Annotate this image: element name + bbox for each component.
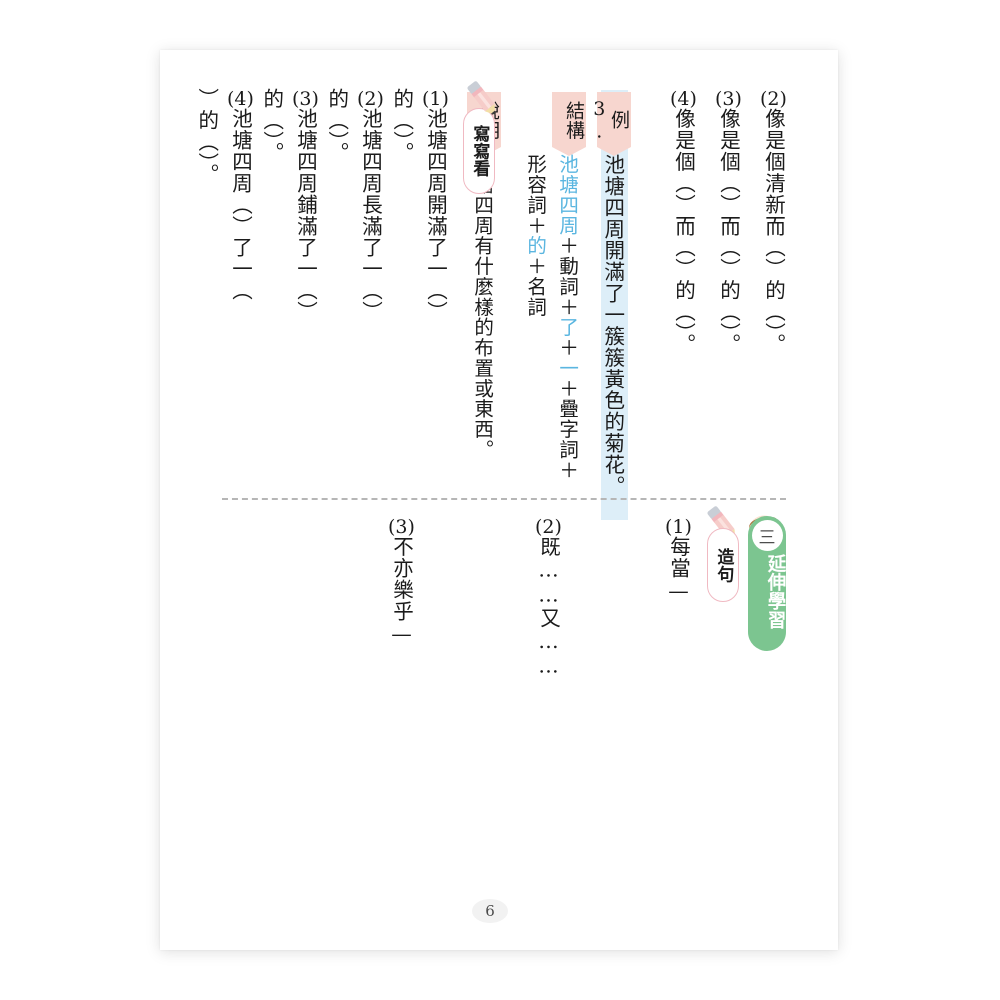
upper-exercise-2-text2: ）的（: [761, 258, 786, 323]
exercise-3-tail: ）。: [259, 130, 284, 164]
extension-item-2-text: 既……又……: [536, 536, 561, 679]
exercise-1-line1: 池塘四周開滿了一（: [423, 108, 448, 301]
exercise-1-tail: ）。: [389, 130, 414, 164]
exercise-2-cont: 的（）。: [324, 88, 349, 508]
extension-item-1-number: (1): [665, 516, 692, 538]
tag-example: 例3.: [588, 92, 631, 156]
section-divider: [222, 498, 786, 500]
upper-exercise-3: (3)像是個（）而（）的（）。: [715, 88, 742, 503]
structure2-part-0: 形容詞＋: [523, 154, 547, 236]
exercise-3-mid: ）: [293, 300, 318, 323]
extension-section-badge[interactable]: 三 延伸學習: [748, 516, 786, 651]
worksheet-page: (2)像是個清新而（）的（）。 (3)像是個（）而（）的（）。 (4)像是個（）…: [160, 50, 838, 950]
exercise-1: (1)池塘四周開滿了一（）: [422, 88, 449, 508]
make-sentence-badge[interactable]: 造句: [707, 528, 739, 602]
structure-part-5: ＋疊字詞＋: [555, 378, 579, 481]
extension-item-1-text: 每當—: [666, 536, 691, 604]
example-highlight: [601, 90, 628, 520]
example-sentence: 池塘四周開滿了一簇簇黃色的菊花。: [600, 154, 625, 497]
upper-exercise-3-text4: ）。: [716, 322, 741, 355]
exercise-4-mid: ）。: [194, 152, 219, 185]
exercise-1-mid: ）: [423, 300, 448, 323]
exercise-4-cont: ）的（）。: [194, 88, 219, 508]
extension-item-3: (3)不亦樂乎—: [388, 516, 415, 666]
exercise-1-number: (1): [422, 88, 449, 110]
upper-exercise-4-text: 像是個（: [671, 108, 696, 194]
upper-exercise-2-text3: ）。: [761, 322, 786, 355]
extension-item-1: (1)每當—: [665, 516, 692, 656]
exercise-4-line1: 池塘四周（: [228, 108, 253, 216]
section-number-circle: 三: [751, 520, 783, 551]
exercise-3-number: (3): [292, 88, 319, 110]
upper-exercise-4-number: (4): [670, 88, 697, 110]
structure-part-4: 一: [555, 357, 579, 379]
structure2-part-2: ＋名詞: [523, 255, 547, 318]
exercise-2-tail: ）。: [324, 130, 349, 164]
upper-exercise-3-text2: ）而（: [716, 193, 741, 259]
upper-exercise-4-text3: ）的（: [671, 258, 696, 323]
exercise-4: (4)池塘四周（）了一（: [227, 88, 254, 508]
exercise-2-line2: 的（: [324, 88, 349, 131]
extension-item-2-number: (2): [535, 516, 562, 538]
write-it-badge[interactable]: 寫寫看: [463, 108, 495, 194]
section-number-label: 三: [758, 528, 776, 548]
exercise-2-line1: 池塘四周長滿了一（: [358, 108, 383, 301]
extension-item-3-text: 不亦樂乎—: [389, 536, 414, 647]
structure-part-2: 了: [555, 317, 579, 338]
upper-exercise-4-text4: ）。: [671, 322, 696, 355]
extension-item-2: (2)既……又……: [535, 516, 562, 679]
exercise-2-mid: ）: [358, 300, 383, 323]
upper-exercise-3-text: 像是個（: [716, 108, 741, 194]
upper-exercise-2-text: 像是個清新而（: [761, 108, 786, 259]
exercise-1-cont: 的（）。: [389, 88, 414, 508]
exercise-2-number: (2): [357, 88, 384, 110]
upper-exercise-3-number: (3): [715, 88, 742, 110]
structure-formula-col2: 形容詞＋的＋名詞: [523, 154, 547, 524]
exercise-4-tail: ）的（: [194, 88, 219, 153]
exercise-3-cont: 的（）。: [259, 88, 284, 508]
structure-part-0: 池塘四周: [555, 154, 579, 236]
structure-part-3: ＋: [555, 337, 579, 358]
exercise-2: (2)池塘四周長滿了一（）: [357, 88, 384, 508]
structure-part-1: ＋動詞＋: [555, 235, 579, 318]
exercise-1-line2: 的（: [389, 88, 414, 131]
tag-structure: 結構: [552, 92, 586, 156]
upper-exercise-4-text2: ）而（: [671, 193, 696, 259]
exercise-4-number: (4): [227, 88, 254, 110]
extension-item-3-number: (3): [388, 516, 415, 538]
upper-exercise-2: (2)像是個清新而（）的（）。: [760, 88, 787, 503]
extension-section-title: 延伸學習: [765, 554, 786, 630]
exercise-3-line2: 的（: [259, 88, 284, 131]
exercise-3-line1: 池塘四周鋪滿了一（: [293, 108, 318, 301]
upper-exercise-4: (4)像是個（）而（）的（）。: [670, 88, 697, 503]
upper-exercise-2-number: (2): [760, 88, 787, 110]
page-number: 6: [472, 899, 508, 923]
exercise-3: (3)池塘四周鋪滿了一（）: [292, 88, 319, 508]
exercise-4-line2b: ）了一（: [228, 215, 253, 301]
pencil-icon: [460, 76, 506, 122]
explanation-text: 池塘四周有什麼樣的布置或東西。: [470, 154, 494, 460]
upper-exercise-3-text3: ）的（: [716, 258, 741, 323]
structure2-part-1: 的: [523, 235, 547, 256]
structure-formula-col1: 池塘四周＋動詞＋了＋一＋疊字詞＋: [555, 154, 579, 524]
